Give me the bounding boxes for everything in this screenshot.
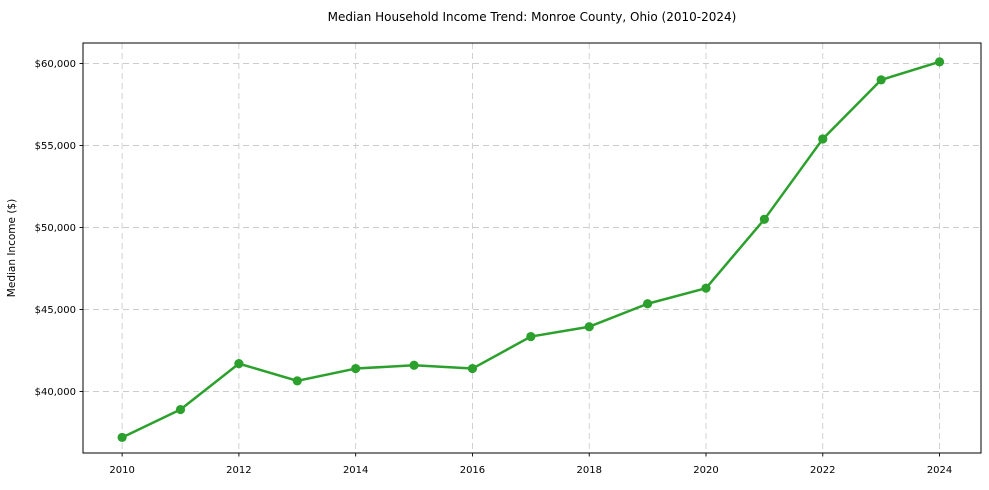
x-tick-label: 2014 <box>343 465 368 476</box>
data-point-2017 <box>526 331 536 342</box>
data-point-2022 <box>818 134 828 144</box>
x-tick-label: 2012 <box>226 465 251 476</box>
x-tick-label: 2022 <box>810 465 835 476</box>
x-tick-label: 2018 <box>576 465 601 476</box>
chart-title: Median Household Income Trend: Monroe Co… <box>328 10 737 24</box>
data-series-layer <box>117 57 945 443</box>
y-tick-label: $60,000 <box>35 59 76 70</box>
grid-layer <box>83 43 981 453</box>
data-point-2016 <box>467 363 478 374</box>
y-tick-label: $50,000 <box>35 223 76 234</box>
data-point-2020 <box>701 283 711 293</box>
data-point-2021 <box>759 214 769 224</box>
y-tick-label: $45,000 <box>35 305 76 316</box>
data-point-2018 <box>584 322 594 332</box>
x-tick-label: 2024 <box>927 465 952 476</box>
x-tick-label: 2010 <box>109 465 134 476</box>
data-point-2012 <box>234 359 244 369</box>
y-tick-label: $55,000 <box>35 141 76 152</box>
x-tick-label: 2016 <box>460 465 485 476</box>
data-point-2015 <box>409 360 419 370</box>
data-point-2023 <box>876 75 886 85</box>
data-point-2011 <box>175 404 186 415</box>
data-point-2010 <box>117 432 127 443</box>
plot-border <box>82 42 982 454</box>
data-point-2024 <box>934 57 945 67</box>
y-tick-label: $40,000 <box>35 387 76 398</box>
trend-line <box>120 60 941 439</box>
data-point-2019 <box>643 299 653 309</box>
data-point-2013 <box>292 376 302 386</box>
y-axis-label: Median Income ($) <box>6 199 18 297</box>
axis-ticks-layer: 2010 2012 2014 2016 2018 2020 2022 2024 $40,000 $… <box>35 59 953 476</box>
data-point-2014 <box>351 363 361 374</box>
x-tick-label: 2020 <box>693 465 718 476</box>
